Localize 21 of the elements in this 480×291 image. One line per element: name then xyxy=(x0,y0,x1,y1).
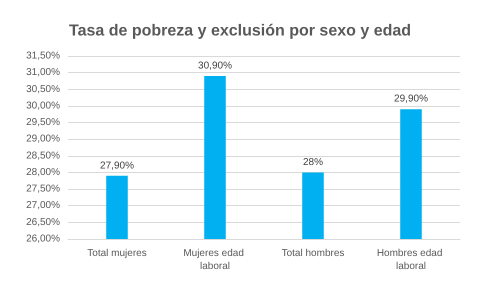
y-tick-label: 28,50% xyxy=(26,150,60,162)
y-tick-label: 29,00% xyxy=(26,134,60,145)
y-tick-label: 31,50% xyxy=(26,50,60,62)
data-label: 28% xyxy=(302,156,324,168)
chart-title: Tasa de pobreza y exclusión por sexo y edad xyxy=(68,22,412,40)
x-tick-label: Hombres edad laboral xyxy=(376,248,446,272)
data-label: 30,90% xyxy=(198,60,232,72)
y-tick-label: 29,50% xyxy=(26,117,60,128)
y-tick-label: 26,00% xyxy=(26,234,60,244)
x-tick-label: Total hombres xyxy=(282,248,344,259)
data-label: 29,90% xyxy=(394,94,428,105)
y-tick-label: 30,50% xyxy=(26,84,60,95)
y-tick-label: 26,50% xyxy=(26,216,60,228)
y-tick-label: 27,50% xyxy=(26,184,60,195)
y-tick-label: 31,00% xyxy=(26,67,60,78)
x-tick-label: Total mujeres xyxy=(87,248,147,259)
data-label: 27,90% xyxy=(100,160,134,172)
x-tick-label: Mujeres edad laboral xyxy=(183,248,247,272)
y-tick-label: 28,00% xyxy=(26,166,60,178)
y-tick-label: 30,00% xyxy=(26,100,60,112)
y-tick-label: 27,00% xyxy=(26,200,60,212)
